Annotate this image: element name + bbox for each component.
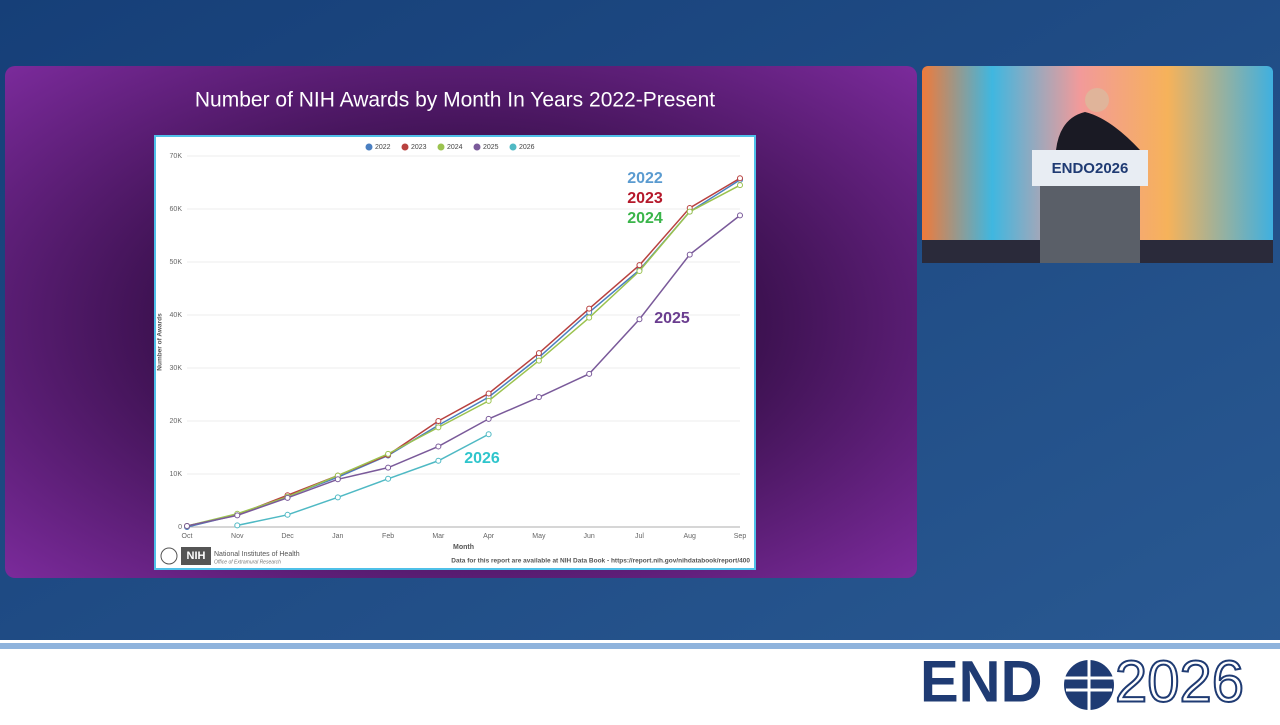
x-tick-label: Jul — [635, 533, 644, 540]
data-point — [737, 212, 743, 219]
y-axis-title: Number of Awards — [157, 313, 164, 371]
logo-globe-lines — [1064, 660, 1114, 710]
y-tick-label: 30K — [170, 365, 183, 372]
data-point — [535, 357, 542, 364]
data-point — [535, 350, 542, 357]
nih-org: National Institutes of Health — [214, 551, 300, 558]
x-tick-label: Jan — [332, 533, 343, 540]
x-axis-title: Month — [453, 544, 474, 551]
data-point — [485, 390, 492, 397]
series-line — [186, 214, 741, 527]
legend-label: 2025 — [483, 144, 499, 151]
series-annotation: 2024 — [627, 210, 663, 227]
x-tick-label: May — [532, 533, 546, 540]
legend-marker — [401, 143, 409, 151]
nih-office: Office of Extramural Research — [214, 559, 281, 565]
series-annotation: 2022 — [627, 170, 663, 187]
series-line — [186, 177, 741, 527]
podium — [1040, 185, 1140, 263]
y-tick-label: 0 — [178, 524, 182, 531]
data-point — [586, 314, 593, 321]
series-line — [186, 184, 741, 527]
y-tick-label: 10K — [170, 471, 183, 478]
data-point — [435, 418, 442, 424]
x-tick-label: Jun — [584, 533, 595, 540]
slide-title: Number of NIH Awards by Month In Years 2… — [195, 89, 715, 112]
data-point — [636, 316, 643, 323]
data-point — [284, 511, 291, 518]
data-point — [284, 494, 291, 501]
logo-left: END — [920, 649, 1042, 714]
data-point — [334, 476, 341, 483]
x-tick-label: Apr — [483, 533, 495, 540]
data-point — [234, 522, 241, 529]
data-point — [385, 450, 392, 457]
y-tick-label: 50K — [170, 259, 183, 266]
nih-badge: NIH — [187, 550, 206, 562]
speaker-head — [1085, 88, 1109, 112]
x-tick-label: Dec — [281, 533, 294, 540]
data-point — [435, 457, 442, 464]
series-annotation: 2026 — [464, 450, 500, 467]
x-tick-label: Sep — [734, 533, 747, 540]
bottom-stripe — [0, 643, 1280, 649]
chart-frame — [154, 135, 756, 570]
legend-marker — [473, 143, 481, 151]
data-point — [385, 464, 392, 471]
data-point — [686, 251, 693, 258]
data-point — [485, 431, 492, 438]
data-point — [385, 475, 392, 482]
data-point — [535, 394, 542, 401]
logo-right: 2026 — [1115, 649, 1244, 714]
y-tick-label: 40K — [170, 312, 183, 319]
hhs-seal — [160, 547, 178, 565]
data-source: Data for this report are available at NI… — [451, 558, 750, 565]
data-point — [586, 305, 593, 312]
data-point — [184, 522, 190, 529]
legend-marker — [365, 143, 373, 151]
x-tick-label: Nov — [231, 533, 244, 540]
legend-marker — [509, 143, 517, 151]
x-tick-label: Feb — [382, 533, 394, 540]
series-line — [237, 433, 489, 527]
legend-label: 2023 — [411, 144, 427, 151]
x-tick-label: Aug — [683, 533, 696, 540]
series-annotation: 2025 — [654, 310, 690, 327]
legend-label: 2026 — [519, 144, 535, 151]
series-annotation: 2023 — [627, 190, 663, 207]
legend-label: 2022 — [375, 144, 391, 151]
data-point — [234, 512, 241, 519]
y-tick-label: 20K — [170, 418, 183, 425]
nih-badge-bg — [181, 547, 211, 565]
y-tick-label: 70K — [170, 153, 183, 160]
chart: 0 10K 20K 30K 40K 50K 60K 70K Oct Nov Dec Jan Feb Mar… — [157, 143, 747, 551]
data-point — [485, 397, 492, 404]
podium-sign: ENDO2026 — [1052, 160, 1129, 177]
data-point — [636, 268, 643, 275]
legend-label: 2024 — [447, 144, 463, 151]
data-point — [435, 443, 442, 450]
speaker — [1056, 112, 1140, 150]
data-point — [485, 415, 492, 422]
data-point — [586, 370, 593, 377]
x-tick-label: Mar — [432, 533, 445, 540]
x-tick-label: Oct — [182, 533, 193, 540]
legend-marker — [437, 143, 445, 151]
data-point — [334, 494, 341, 501]
podium-sign-bg — [1032, 150, 1148, 186]
data-point — [686, 208, 693, 215]
data-point — [435, 424, 442, 431]
y-tick-label: 60K — [170, 206, 183, 213]
data-point — [636, 262, 643, 269]
data-point — [737, 182, 743, 189]
data-point — [737, 175, 743, 182]
